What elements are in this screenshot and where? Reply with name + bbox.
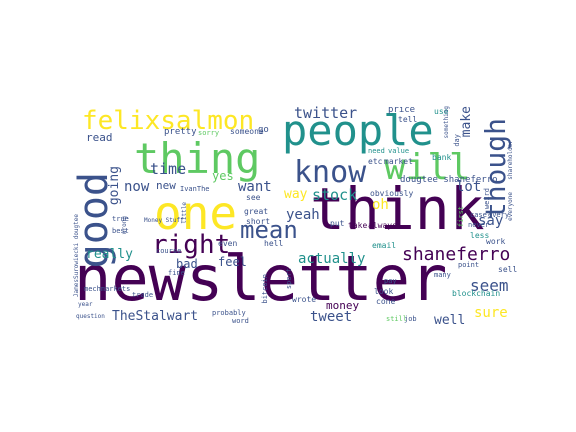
word-going: going	[107, 166, 122, 206]
word-need: need	[368, 147, 385, 155]
word-work: work	[486, 237, 506, 246]
word-cloud: newsletter think people thing one good w…	[72, 106, 519, 326]
word-cone: cone	[376, 297, 396, 306]
word-say: say	[478, 213, 504, 229]
word-yeah: yeah	[286, 207, 320, 223]
word-newsletter: newsletter	[74, 242, 448, 315]
word-really: really	[86, 247, 133, 262]
word-probably: probably	[212, 309, 246, 317]
word-always: always	[368, 221, 397, 230]
word-money: money	[326, 299, 360, 312]
word-new: new	[156, 179, 176, 192]
word-time: time	[150, 160, 187, 178]
word-bad: bad	[176, 257, 198, 271]
word-sure: sure	[474, 305, 508, 321]
word-take: take	[348, 221, 368, 230]
word-shaneferro: shaneferro	[402, 244, 511, 265]
word-blockchain: blockchain	[452, 289, 501, 298]
word-trade: trade	[132, 291, 154, 299]
word-etc: etc	[368, 157, 383, 166]
word-people: people	[282, 106, 434, 155]
word-wrong: wrong	[121, 216, 128, 235]
word-value: value	[388, 147, 410, 155]
word-bank: bank	[432, 153, 452, 162]
word-felixsalmon: felixsalmon	[82, 106, 255, 136]
word-right: right	[152, 230, 231, 260]
word-sell: sell	[498, 265, 518, 274]
word-something: something	[443, 106, 450, 139]
word-someone: someone	[230, 127, 264, 136]
word-seem: seem	[470, 276, 509, 295]
word-shareholder: shareholder	[507, 140, 514, 180]
word-word: word	[232, 317, 249, 325]
word-mean: mean	[240, 216, 298, 244]
word-price: price	[388, 106, 416, 115]
word-true: true	[112, 215, 129, 223]
word-mechmarkets: mechmarkets	[84, 285, 131, 293]
word-know: know	[294, 155, 367, 190]
word-year: year	[78, 301, 93, 308]
word-weird: weird	[483, 188, 491, 210]
word-go: go	[258, 125, 269, 135]
word-read: read	[86, 131, 113, 144]
word-put: put	[330, 219, 345, 228]
word-now: now	[124, 179, 150, 195]
word-dougtee-shaneferro: dougtee shaneferro	[400, 175, 498, 185]
word-well: well	[434, 313, 466, 326]
word-point: point	[458, 261, 480, 269]
word-best: best	[112, 227, 129, 235]
word-case: case	[470, 211, 487, 219]
word-sport: sport	[285, 268, 293, 290]
word-market: market	[384, 157, 413, 166]
word-less: less	[470, 231, 490, 240]
word-question: question	[76, 313, 105, 320]
word-tweet: tweet	[310, 309, 353, 325]
word-sorry: sorry	[198, 129, 220, 137]
word-stock: stock	[312, 186, 358, 204]
word-will: will	[384, 147, 471, 188]
word-lot: lot	[456, 179, 482, 195]
word-think: think	[310, 175, 485, 243]
word-feel: feel	[218, 255, 247, 269]
word-wrote: wrote	[292, 295, 317, 304]
word-JamesSurowiecki-dougtee: JamesSurowiecki dougtee	[73, 214, 80, 298]
word-thing: thing	[134, 134, 261, 183]
word-bitcoin: bitcoin	[261, 274, 269, 304]
word-every: every	[488, 211, 510, 219]
word-everyone: everyone	[507, 192, 514, 221]
word-little: little	[181, 202, 188, 224]
word-TheStalwart: TheStalwart	[112, 309, 199, 324]
word-fine: fine	[168, 269, 185, 277]
word-short: short	[246, 217, 271, 226]
word-tell: tell	[398, 115, 418, 124]
word-pay: pay	[384, 277, 397, 285]
word-make: make	[459, 106, 474, 138]
word-IvanThe: IvanThe	[180, 185, 210, 193]
word-actually: actually	[298, 251, 366, 267]
word-one: one	[154, 186, 238, 240]
word-even: even	[218, 239, 238, 248]
word-want: want	[238, 179, 272, 195]
word-use: use	[434, 107, 449, 116]
word-Money-Stuff: Money Stuff	[144, 217, 184, 224]
word-yes: yes	[212, 169, 234, 183]
word-oh: oh	[372, 197, 389, 213]
word-pretty: pretty	[164, 127, 197, 137]
word-course: course	[156, 247, 182, 255]
word-never: never	[468, 221, 490, 229]
word-see: see	[246, 193, 261, 202]
word-great: great	[244, 207, 269, 216]
word-job: job	[404, 315, 417, 323]
word-email: email	[372, 241, 397, 250]
word-look: look	[374, 287, 394, 296]
word-hell: hell	[264, 239, 284, 248]
word-still: still	[386, 315, 408, 323]
word-twitter: twitter	[294, 106, 358, 122]
word-first: first	[457, 206, 465, 228]
word-way: way	[284, 187, 308, 202]
word-day: day	[453, 134, 461, 147]
word-obviously: obviously	[370, 189, 414, 198]
word-many: many	[434, 271, 451, 279]
